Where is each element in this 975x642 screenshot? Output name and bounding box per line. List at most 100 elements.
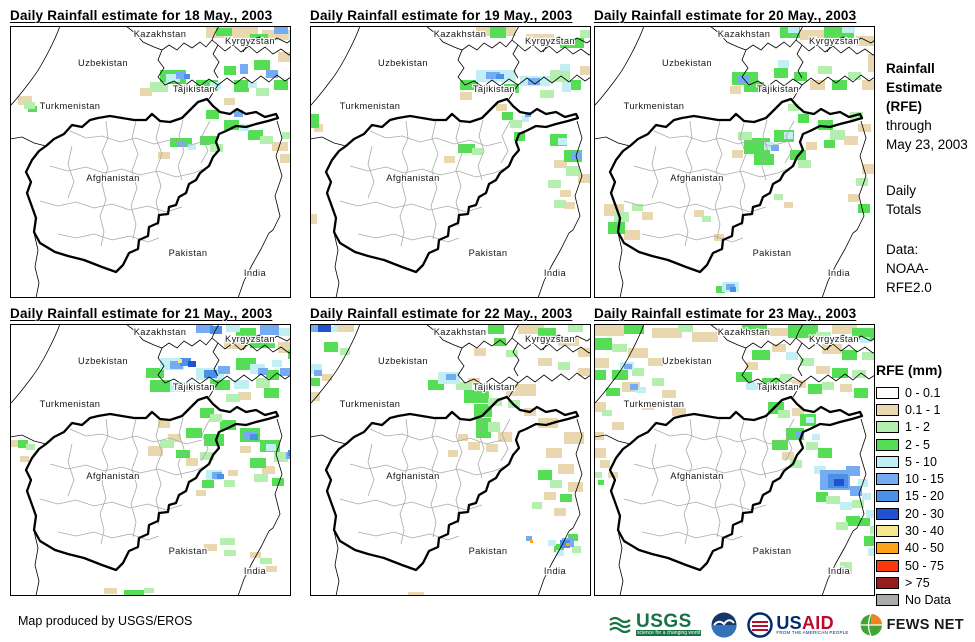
usgs-logo: USGS science for a changing world: [608, 611, 702, 636]
svg-text:Kyrgyzstan: Kyrgyzstan: [225, 334, 275, 344]
svg-text:India: India: [828, 566, 851, 576]
svg-text:Turkmenistan: Turkmenistan: [340, 399, 401, 409]
legend-swatch: [876, 438, 899, 451]
legend-row: 30 - 40: [876, 522, 974, 539]
rainfall-layer: [18, 26, 291, 163]
svg-text:India: India: [544, 268, 567, 278]
svg-text:Kazakhstan: Kazakhstan: [434, 327, 487, 337]
panel-title: Daily Rainfall estimate for 21 May., 200…: [10, 306, 273, 321]
legend-swatch: [876, 542, 899, 555]
map-panel: Daily Rainfall estimate for 18 May., 200…: [10, 8, 291, 298]
map-frame: [10, 26, 291, 298]
legend-label: 20 - 30: [905, 506, 944, 521]
legend-swatch: [876, 473, 899, 486]
legend-label: 1 - 2: [905, 420, 931, 435]
map-background: [594, 26, 875, 298]
svg-text:Tajikistan: Tajikistan: [473, 382, 515, 392]
rfe-legend: RFE (mm) 0 - 0.1 0.1 - 1 1 - 2 2 - 5 5 -…: [876, 362, 974, 609]
map-frame: [594, 26, 875, 298]
legend-swatch: [876, 421, 899, 434]
svg-text:Uzbekistan: Uzbekistan: [78, 356, 128, 366]
map-background: [594, 324, 875, 596]
map-canvas: Kazakhstan Kyrgyzstan Uzbekistan Tajikistan…: [10, 26, 291, 298]
usaid-logo: USAID FROM THE AMERICAN PEOPLE: [747, 612, 848, 638]
country-labels-layer: Kazakhstan Kyrgyzstan Uzbekistan Tajikistan…: [623, 28, 860, 279]
legend-swatch: [876, 386, 899, 399]
footer-logos: USGS science for a changing world USAID …: [608, 610, 964, 640]
svg-text:Kyrgyzstan: Kyrgyzstan: [525, 334, 575, 344]
country-labels-layer: Kazakhstan Kyrgyzstan Uzbekistan Tajikistan…: [339, 28, 576, 279]
country-labels-layer: Kazakhstan Kyrgyzstan Uzbekistan Tajikistan…: [39, 28, 276, 279]
svg-text:Pakistan: Pakistan: [169, 248, 208, 258]
legend-label: 40 - 50: [905, 541, 944, 556]
svg-text:Pakistan: Pakistan: [469, 248, 508, 258]
map-panel: Daily Rainfall estimate for 20 May., 200…: [594, 8, 875, 298]
svg-text:Kazakhstan: Kazakhstan: [134, 29, 187, 39]
svg-text:Turkmenistan: Turkmenistan: [340, 101, 401, 111]
map-panel: Daily Rainfall estimate for 21 May., 200…: [10, 306, 291, 596]
legend-swatch: [876, 403, 899, 416]
svg-text:Pakistan: Pakistan: [469, 546, 508, 556]
svg-text:Uzbekistan: Uzbekistan: [378, 356, 428, 366]
svg-text:India: India: [244, 268, 267, 278]
legend-label: 2 - 5: [905, 437, 931, 452]
fewsnet-logo: FEWS NET: [859, 613, 964, 637]
map-canvas: Kazakhstan Kyrgyzstan Uzbekistan Tajikistan…: [594, 26, 875, 298]
legend-label: 15 - 20: [905, 489, 944, 504]
svg-text:India: India: [244, 566, 267, 576]
svg-text:Kyrgyzstan: Kyrgyzstan: [525, 36, 575, 46]
legend-row: 5 - 10: [876, 453, 974, 470]
map-frame: [310, 324, 591, 596]
svg-text:Tajikistan: Tajikistan: [473, 84, 515, 94]
map-frame: [594, 324, 875, 596]
fewsnet-wordmark: FEWS NET: [886, 617, 964, 633]
svg-text:Afghanistan: Afghanistan: [86, 173, 140, 183]
legend-row: 50 - 75: [876, 557, 974, 574]
svg-text:Kyrgyzstan: Kyrgyzstan: [809, 36, 859, 46]
panel-title: Daily Rainfall estimate for 19 May., 200…: [310, 8, 573, 23]
legend-label: 30 - 40: [905, 524, 944, 539]
noaa-logo-icon: [711, 612, 737, 638]
map-frame: [310, 26, 591, 298]
map-canvas: Kazakhstan Kyrgyzstan Uzbekistan Tajikistan…: [594, 324, 875, 596]
svg-text:Kyrgyzstan: Kyrgyzstan: [809, 334, 859, 344]
usgs-wordmark: USGS: [636, 611, 692, 632]
map-frame: [10, 324, 291, 596]
legend-row: > 75: [876, 574, 974, 591]
svg-text:Tajikistan: Tajikistan: [757, 84, 799, 94]
daily-totals-label: Daily Totals: [886, 183, 922, 217]
map-canvas: Kazakhstan Kyrgyzstan Uzbekistan Tajikistan…: [310, 324, 591, 596]
legend-row: 40 - 50: [876, 540, 974, 557]
map-panel: Daily Rainfall estimate for 19 May., 200…: [310, 8, 591, 298]
rainfall-layer: [310, 26, 591, 224]
data-source-label: Data: NOAA- RFE2.0: [886, 242, 932, 295]
usgs-wave-icon: [609, 616, 631, 634]
svg-text:Uzbekistan: Uzbekistan: [662, 58, 712, 68]
legend-row: 1 - 2: [876, 419, 974, 436]
panel-title: Daily Rainfall estimate for 22 May., 200…: [310, 306, 573, 321]
usaid-emblem-icon: [747, 612, 774, 638]
svg-text:India: India: [544, 566, 567, 576]
svg-text:Pakistan: Pakistan: [169, 546, 208, 556]
sidebar-heading: Rainfall Estimate (RFE) through May 23, …: [886, 40, 974, 154]
map-background: [10, 26, 291, 298]
legend-swatch: [876, 594, 899, 607]
panel-title: Daily Rainfall estimate for 20 May., 200…: [594, 8, 857, 23]
legend-label: 50 - 75: [905, 558, 944, 573]
svg-text:Turkmenistan: Turkmenistan: [40, 101, 101, 111]
svg-text:Kazakhstan: Kazakhstan: [718, 327, 771, 337]
svg-text:India: India: [828, 268, 851, 278]
legend-swatch: [876, 525, 899, 538]
usgs-tagline: science for a changing world: [636, 630, 702, 636]
legend-swatch: [876, 490, 899, 503]
legend-row: 20 - 30: [876, 505, 974, 522]
svg-text:Afghanistan: Afghanistan: [386, 173, 440, 183]
usaid-wordmark: USAID: [776, 612, 834, 633]
svg-text:Uzbekistan: Uzbekistan: [662, 356, 712, 366]
svg-text:Pakistan: Pakistan: [753, 248, 792, 258]
svg-text:Tajikistan: Tajikistan: [757, 382, 799, 392]
legend-label: 0 - 0.1: [905, 385, 941, 400]
legend-row: 10 - 15: [876, 470, 974, 487]
rainfall-layer: [10, 324, 291, 595]
svg-text:Kazakhstan: Kazakhstan: [718, 29, 771, 39]
